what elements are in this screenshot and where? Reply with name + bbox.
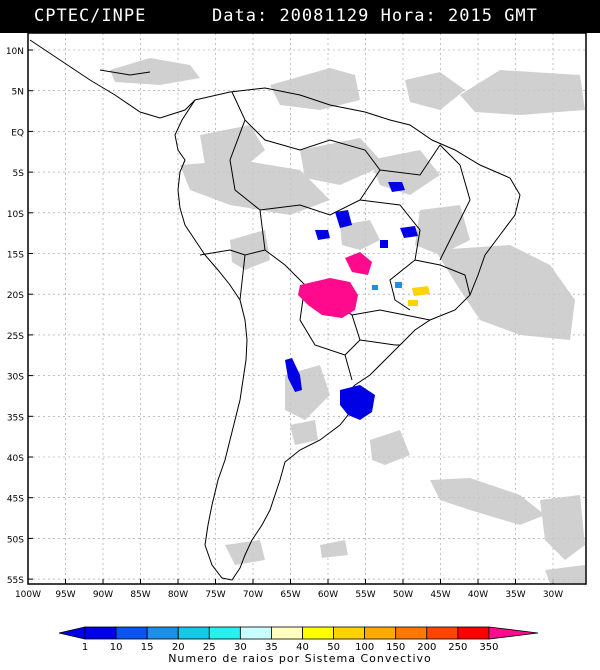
colorbar-tick-label: 350 (479, 642, 498, 653)
lat-label: 5S (13, 169, 25, 179)
colorbar-swatch (177, 626, 210, 640)
map-border (27, 32, 587, 585)
lat-label: 25S (7, 332, 24, 342)
colorbar-ticks: 1 10 15 20 25 30 35 40 50 100 150 200 250 350 (82, 642, 499, 653)
colorbar-tick-label: 30 (234, 642, 247, 653)
latitude-labels: 10N 5N EQ 5S 10S 15S 20S 25S 30S 35S 40S 45S 50S 55S (6, 47, 24, 586)
colorbar-tick-label: 150 (386, 642, 405, 653)
lat-label: 55S (7, 576, 24, 586)
colorbar-tick-label: 10 (110, 642, 123, 653)
lat-label: 5N (12, 88, 24, 98)
lon-label: 90W (93, 590, 113, 600)
system-lightblue (372, 282, 402, 290)
lat-label: 15S (7, 251, 24, 261)
colorbar-swatch (146, 626, 179, 640)
lon-label: 70W (243, 590, 263, 600)
lat-label: EQ (11, 128, 24, 138)
colorbar-caption: Numero de raios por Sistema Convectivo (168, 652, 432, 665)
colorbar-swatch (457, 626, 490, 640)
colorbar-tick-label: 1 (82, 642, 88, 653)
colorbar-tick-label: 250 (448, 642, 467, 653)
lightning-systems (285, 182, 430, 420)
lon-label: 45W (430, 590, 450, 600)
colorbar-tick-label: 50 (327, 642, 340, 653)
lon-label: 75W (205, 590, 225, 600)
datetime-label: Data: 20081129 Hora: 2015 GMT (212, 6, 538, 26)
time-value: 2015 GMT (448, 6, 538, 26)
coastlines (29, 39, 521, 581)
colorbar-tick-label: 25 (203, 642, 216, 653)
colorbar-left-arrow (58, 626, 86, 640)
source-label: CPTEC/INPE (34, 6, 147, 26)
date-label: Data: (212, 6, 269, 26)
colorbar-tick-label: 100 (355, 642, 374, 653)
lat-label: 20S (7, 291, 24, 301)
lat-label: 50S (7, 535, 24, 545)
colorbar-tick-label: 15 (141, 642, 154, 653)
lon-label: 95W (55, 590, 75, 600)
colorbar-right-arrow (488, 626, 539, 640)
colorbar-swatch (333, 626, 366, 640)
lon-label: 55W (355, 590, 375, 600)
lat-label: 10S (7, 210, 24, 220)
lon-label: 60W (318, 590, 338, 600)
lon-label: 80W (168, 590, 188, 600)
colorbar-swatch (302, 626, 334, 640)
lon-label: 30W (543, 590, 563, 600)
colorbar-swatch (115, 626, 148, 640)
map-header: CPTEC/INPE Data: 20081129 Hora: 2015 GMT (0, 0, 600, 33)
cloud-cover (110, 58, 585, 583)
colorbar-tick-label: 20 (172, 642, 185, 653)
lon-label: 100W (15, 590, 41, 600)
lon-label: 65W (280, 590, 300, 600)
system-magenta (298, 252, 372, 318)
system-blue (285, 182, 418, 420)
colorbar-swatch (84, 626, 117, 640)
colorbar-tick-label: 40 (296, 642, 309, 653)
central-america-coast (29, 39, 196, 119)
colorbar-swatch (426, 626, 459, 640)
colorbar-tick-label: 200 (417, 642, 436, 653)
south-america-coast (174, 87, 521, 581)
lat-label: 30S (7, 373, 24, 383)
time-label: Hora: (380, 6, 437, 26)
colorbar-swatch (395, 626, 428, 640)
colorbar-swatch (364, 626, 397, 640)
lon-label: 85W (130, 590, 150, 600)
lat-label: 45S (7, 495, 24, 505)
longitude-labels: 100W 95W 90W 85W 80W 75W 70W 65W 60W 55W 50W 45W 40W… (15, 590, 563, 600)
colorbar-tick-label: 35 (265, 642, 278, 653)
system-yellow (408, 286, 430, 306)
lat-label: 35S (7, 413, 24, 423)
colorbar-swatch (239, 626, 272, 640)
lat-label: 10N (6, 47, 24, 57)
lon-label: 35W (505, 590, 525, 600)
colorbar-swatch (208, 626, 241, 640)
lon-label: 40W (468, 590, 488, 600)
colorbar (58, 626, 539, 640)
lon-label: 50W (393, 590, 413, 600)
colorbar-swatch (271, 626, 303, 640)
lat-label: 40S (7, 454, 24, 464)
date-value: 20081129 (279, 6, 370, 26)
